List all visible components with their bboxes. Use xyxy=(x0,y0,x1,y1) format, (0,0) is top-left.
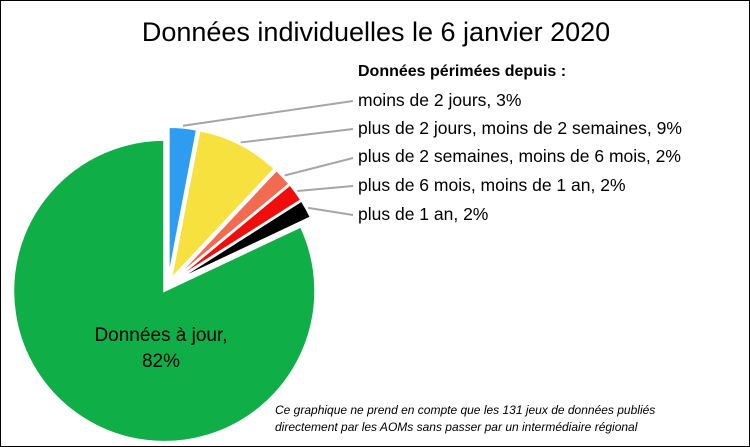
leader-line xyxy=(308,206,354,216)
leader-line xyxy=(182,100,354,127)
slice-label-2-weeks-to-6-months: plus de 2 semaines, moins de 6 mois, 2% xyxy=(358,146,681,166)
chart-title: Données individuelles le 6 janvier 2020 xyxy=(141,17,611,47)
slice-label-up-to-date-value: 82% xyxy=(141,351,181,372)
footnote: Ce graphique ne prend en compte que les … xyxy=(275,402,735,436)
slice-2-days-to-2-weeks xyxy=(169,129,276,282)
slice-label-2-days-to-2-weeks: plus de 2 jours, moins de 2 semaines, 9% xyxy=(358,118,682,138)
slice-less-than-2-days xyxy=(167,126,199,279)
slice-label-less-than-2-days: moins de 2 jours, 3% xyxy=(358,90,522,110)
leader-line xyxy=(284,157,354,177)
footnote-line-2: directement par les AOMs sans passer par… xyxy=(275,420,638,434)
slice-over-1-year xyxy=(173,199,313,283)
leader-line xyxy=(240,128,354,144)
footnote-line-1: Ce graphique ne prend en compte que les … xyxy=(275,403,656,417)
leader-line xyxy=(297,185,354,192)
slice-up-to-date xyxy=(12,138,317,443)
slice-label-6-months-to-1-year: plus de 6 mois, moins de 1 an, 2% xyxy=(358,175,626,195)
legend-heading: Données périmées depuis : xyxy=(358,63,567,80)
slice-label-up-to-date-text: Données à jour, xyxy=(94,325,228,346)
slice-label-up-to-date: Données à jour, 82% xyxy=(61,323,261,375)
slice-label-over-1-year: plus de 1 an, 2% xyxy=(358,204,489,224)
